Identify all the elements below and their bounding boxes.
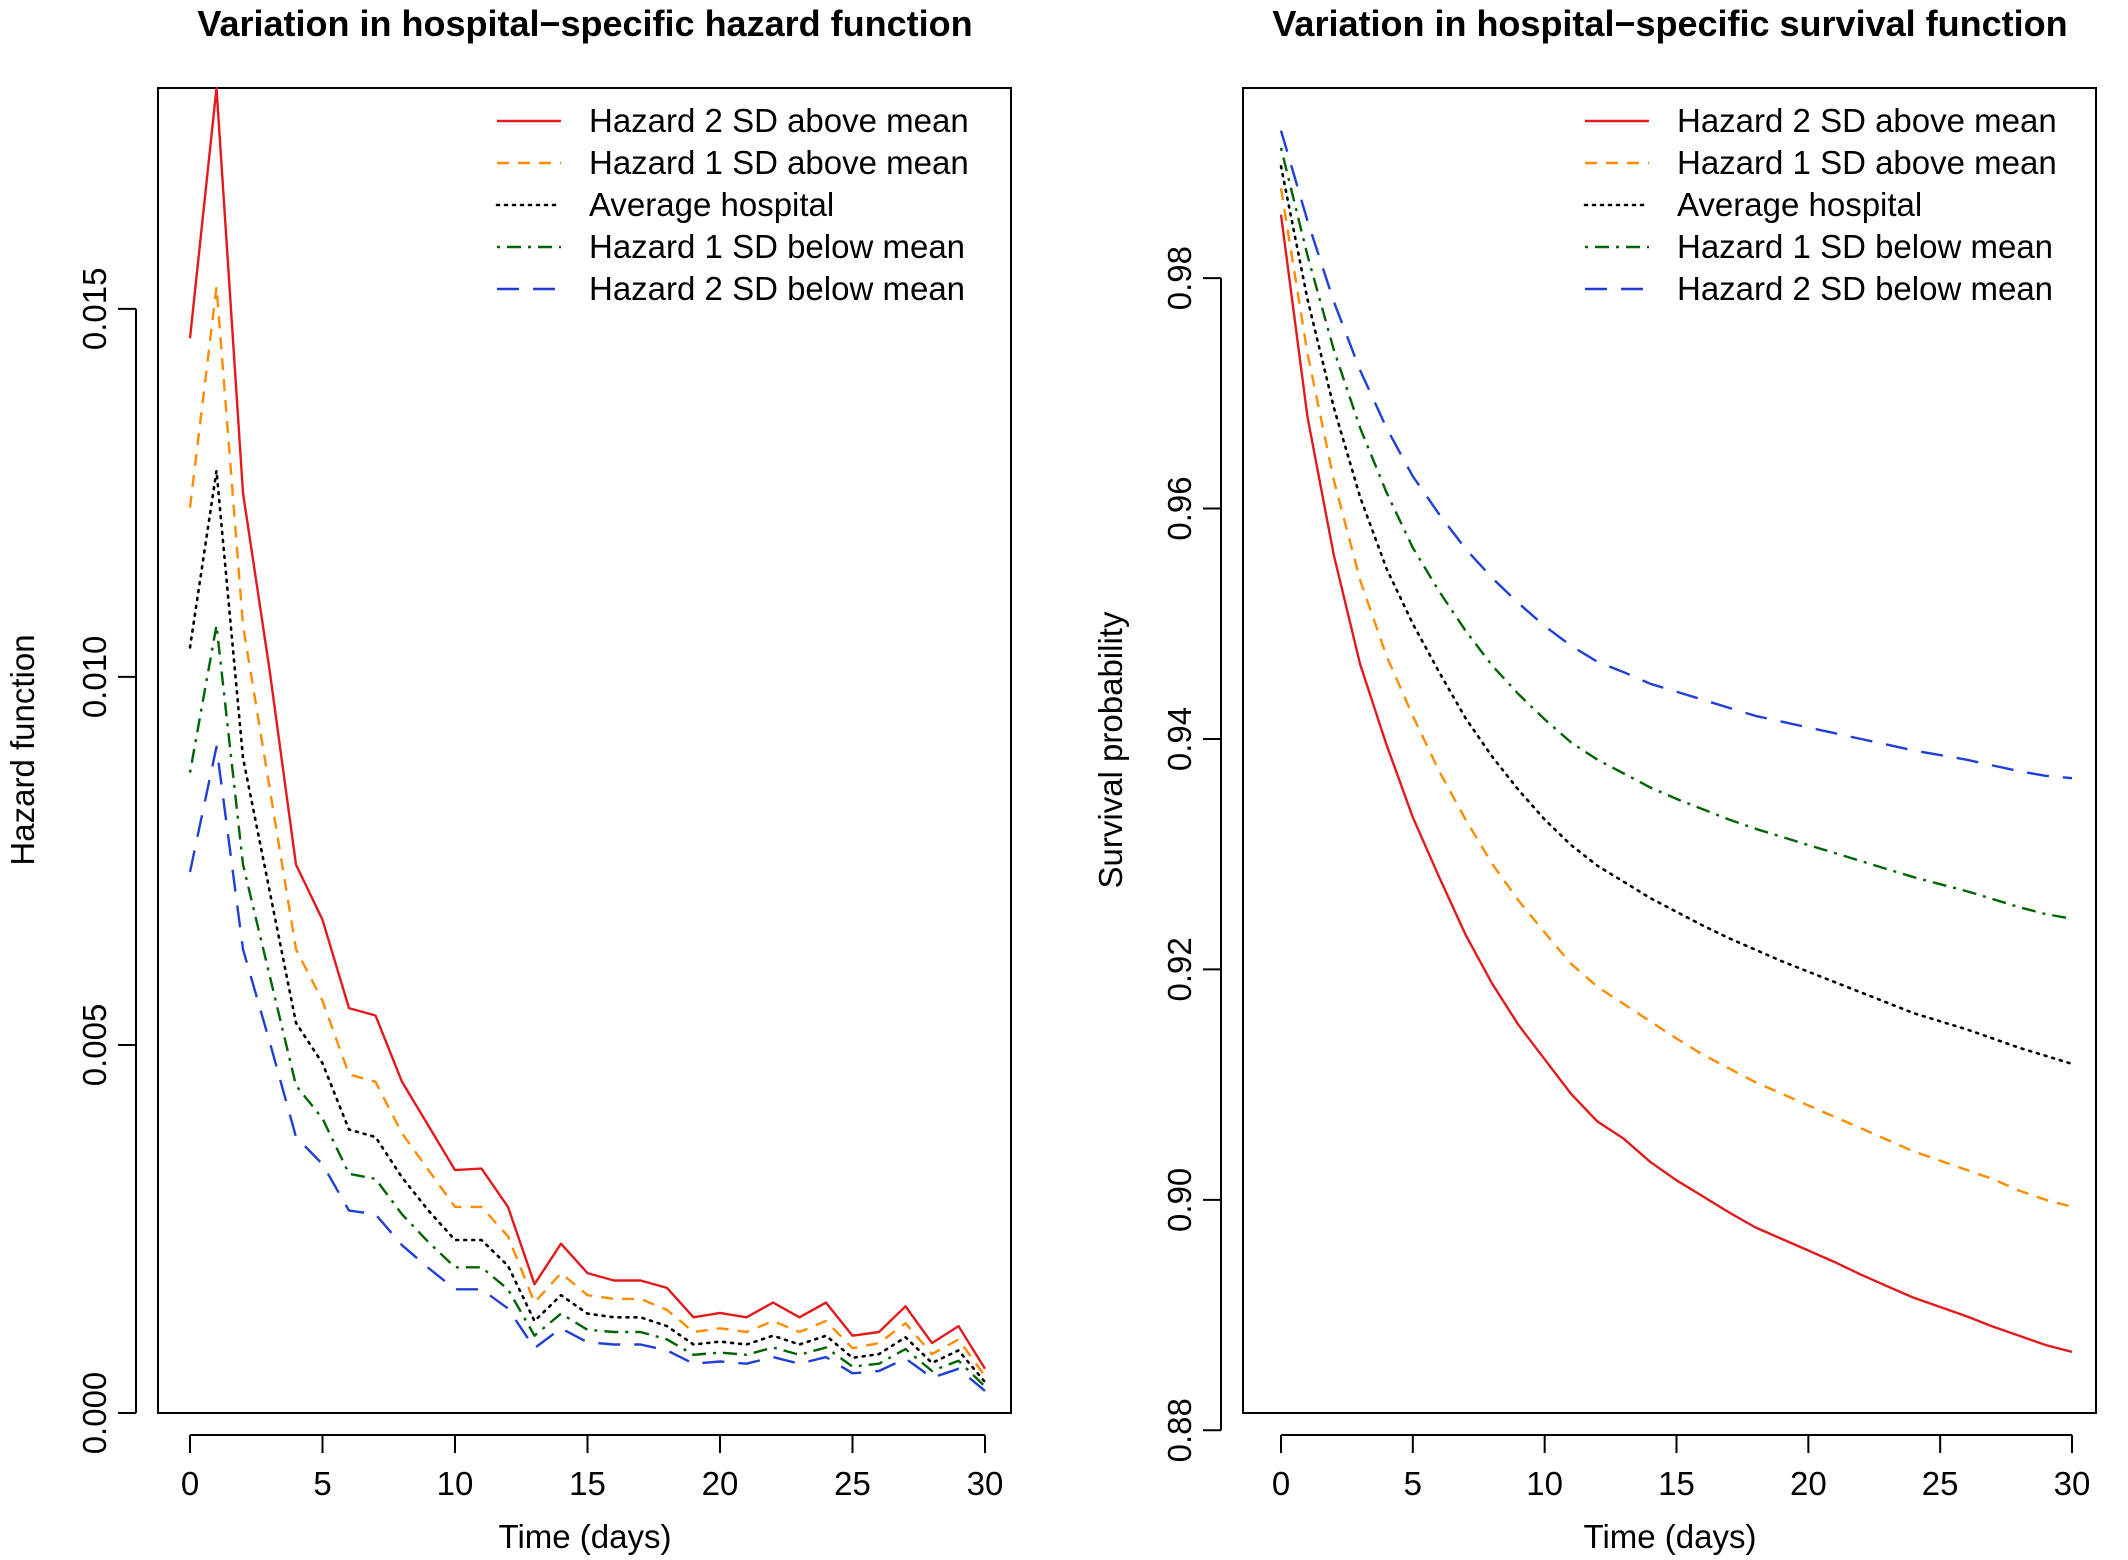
hazard-x-tick-label: 30 bbox=[967, 1465, 1004, 1502]
survival-legend-label: Hazard 1 SD below mean bbox=[1677, 228, 2053, 265]
hazard-chart-title: Variation in hospital−specific hazard fu… bbox=[197, 3, 972, 44]
survival-series-line-5 bbox=[1279, 130, 2073, 780]
survival-x-tick-label: 20 bbox=[1790, 1465, 1827, 1502]
hazard-legend-label: Hazard 1 SD above mean bbox=[589, 144, 969, 181]
survival-x-tick-label: 5 bbox=[1404, 1465, 1422, 1502]
hazard-y-tick-label: 0.010 bbox=[76, 636, 113, 719]
hazard-x-tick-label: 10 bbox=[437, 1465, 474, 1502]
hazard-legend-label: Hazard 2 SD above mean bbox=[589, 102, 969, 139]
survival-x-axis-label: Time (days) bbox=[1584, 1518, 1757, 1555]
survival-x-tick-label: 25 bbox=[1922, 1465, 1959, 1502]
survival-x-axis: 0 5 10 15 20 25 30 bbox=[1272, 1434, 2091, 1502]
hazard-x-tick-label: 5 bbox=[313, 1465, 331, 1502]
survival-x-tick-label: 10 bbox=[1526, 1465, 1563, 1502]
survival-x-tick-label: 15 bbox=[1658, 1465, 1695, 1502]
hazard-legend: Hazard 2 SD above mean Hazard 1 SD above … bbox=[495, 102, 969, 307]
hazard-x-axis: 0 5 10 15 20 25 30 bbox=[181, 1434, 1004, 1502]
survival-y-axis-label: Survival probability bbox=[1092, 611, 1129, 888]
hazard-legend-label: Hazard 2 SD below mean bbox=[589, 270, 965, 307]
survival-series-line-1 bbox=[1279, 214, 2073, 1354]
hazard-x-tick-label: 25 bbox=[834, 1465, 871, 1502]
survival-legend-label: Average hospital bbox=[1677, 186, 1922, 223]
hazard-x-tick-label: 20 bbox=[702, 1465, 739, 1502]
hazard-legend-label: Hazard 1 SD below mean bbox=[589, 228, 965, 265]
hazard-y-tick-label: 0.000 bbox=[76, 1372, 113, 1455]
hazard-chart-panel: Variation in hospital−specific hazard fu… bbox=[4, 3, 1012, 1555]
survival-plot-frame bbox=[1242, 87, 2097, 1414]
hazard-x-tick-label: 15 bbox=[569, 1465, 606, 1502]
hazard-legend-label: Average hospital bbox=[589, 186, 834, 223]
hazard-series-line-2 bbox=[188, 285, 986, 1377]
hazard-y-tick-label: 0.015 bbox=[76, 268, 113, 351]
survival-y-tick-label: 0.96 bbox=[1161, 476, 1198, 540]
survival-x-tick-label: 0 bbox=[1272, 1465, 1290, 1502]
survival-series-layer bbox=[1279, 130, 2074, 1354]
survival-x-tick-label: 30 bbox=[2054, 1465, 2091, 1502]
hazard-series-layer bbox=[188, 86, 987, 1392]
hazard-series-line-5 bbox=[188, 745, 986, 1392]
survival-series-line-4 bbox=[1279, 147, 2073, 920]
hazard-series-line-1 bbox=[188, 86, 987, 1370]
hazard-y-tick-label: 0.005 bbox=[76, 1004, 113, 1087]
survival-y-tick-label: 0.90 bbox=[1161, 1168, 1198, 1232]
hazard-x-tick-label: 0 bbox=[181, 1465, 199, 1502]
survival-y-tick-label: 0.92 bbox=[1161, 937, 1198, 1001]
hazard-y-axis-label: Hazard function bbox=[4, 634, 41, 865]
survival-y-tick-label: 0.94 bbox=[1161, 707, 1198, 771]
hazard-x-axis-label: Time (days) bbox=[499, 1518, 672, 1555]
hazard-y-axis: 0.000 0.005 0.010 0.015 bbox=[76, 268, 137, 1455]
survival-y-tick-label: 0.98 bbox=[1161, 246, 1198, 310]
survival-legend-label: Hazard 2 SD below mean bbox=[1677, 270, 2053, 307]
hazard-series-line-3 bbox=[188, 469, 987, 1384]
survival-chart-title: Variation in hospital−specific survival … bbox=[1272, 3, 2067, 44]
survival-legend-label: Hazard 2 SD above mean bbox=[1677, 102, 2057, 139]
survival-series-line-3 bbox=[1279, 165, 2074, 1066]
survival-y-tick-label: 0.88 bbox=[1161, 1398, 1198, 1462]
survival-legend-label: Hazard 1 SD above mean bbox=[1677, 144, 2057, 181]
survival-series-line-2 bbox=[1279, 188, 2073, 1208]
survival-chart-panel: Variation in hospital−specific survival … bbox=[1092, 3, 2097, 1555]
survival-legend: Hazard 2 SD above mean Hazard 1 SD above … bbox=[1583, 102, 2057, 307]
hazard-plot-frame bbox=[157, 87, 1012, 1414]
survival-y-axis: 0.88 0.90 0.92 0.94 0.96 0.98 bbox=[1161, 246, 1222, 1462]
